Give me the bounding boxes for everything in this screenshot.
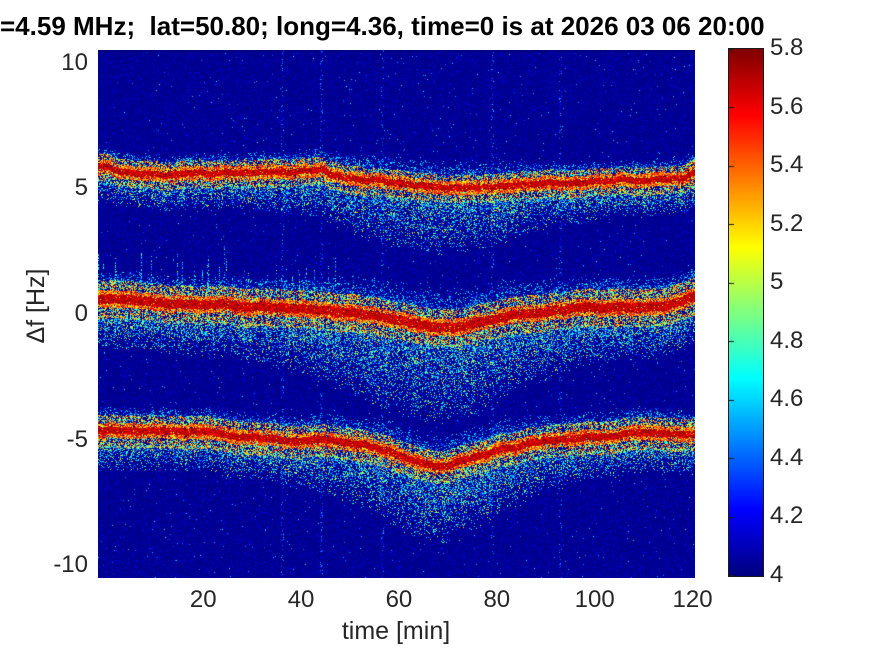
colorbar-tick-label: 5 bbox=[770, 268, 784, 296]
colorbar-tick-label: 4.8 bbox=[770, 326, 804, 354]
colorbar-tick-label: 5.2 bbox=[770, 209, 804, 237]
colorbar bbox=[728, 48, 764, 577]
spectrogram-heatmap bbox=[98, 50, 695, 578]
y-tick-label: -10 bbox=[53, 551, 88, 579]
colorbar-tick-label: 4.4 bbox=[770, 443, 804, 471]
colorbar-tick-label: 5.8 bbox=[770, 34, 804, 61]
colorbar-tick-label: 5.6 bbox=[770, 92, 804, 120]
y-tick-label: 5 bbox=[74, 174, 88, 202]
plot-title: =4.59 MHz; lat=50.80; long=4.36, time=0 … bbox=[0, 11, 765, 41]
y-tick-label: -5 bbox=[66, 425, 88, 453]
colorbar-tick-label: 4.2 bbox=[770, 502, 804, 530]
y-tick-label: 10 bbox=[61, 48, 88, 76]
x-tick-label: 20 bbox=[189, 586, 217, 613]
x-tick-label: 60 bbox=[385, 586, 413, 613]
colorbar-tick-label: 4 bbox=[770, 561, 784, 588]
colorbar-tick-label: 5.4 bbox=[770, 151, 804, 179]
y-tick-label: 0 bbox=[74, 300, 88, 327]
colorbar-tick-label: 4.6 bbox=[770, 385, 804, 413]
x-tick-label: 120 bbox=[672, 586, 713, 613]
x-tick-label: 80 bbox=[483, 586, 511, 613]
x-axis-label: time [min] bbox=[341, 617, 451, 645]
x-tick-label: 100 bbox=[574, 586, 615, 613]
x-tick-label: 40 bbox=[287, 586, 315, 613]
